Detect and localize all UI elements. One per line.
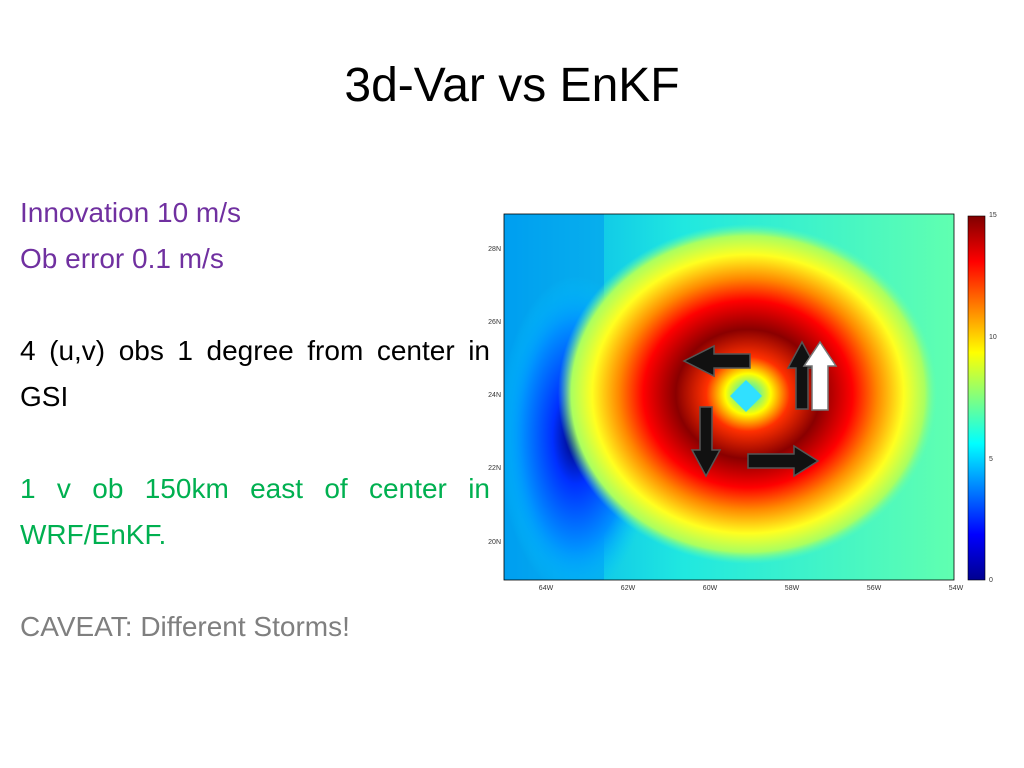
x-tick-label: 60W [703,585,718,592]
y-tick-label: 22N [488,465,501,472]
colorbar [967,215,986,581]
y-tick-label: 28N [488,246,501,253]
wind-speed-field [504,214,954,580]
gsi-arrow-east [747,444,820,478]
y-tick-label: 20N [488,539,501,546]
gsi-obs-text: 4 (u,v) obs 1 degree from center in GSI [20,335,490,412]
x-tick-label: 64W [539,585,554,592]
innovation-text: Innovation 10 m/s [20,197,242,228]
colorbar-tick-label: 0 [989,577,993,584]
y-tick-label: 26N [488,319,501,326]
gsi-arrow-south [690,406,722,478]
colorbar-tick-label: 15 [989,212,997,219]
caveat-text: CAVEAT: Different Storms! [20,611,350,642]
y-tick-label: 24N [488,392,501,399]
slide-text: Innovation 10 m/s Ob error 0.1 m/s 4 (u,… [20,190,490,650]
wind-speed-map-figure: 28N 26N 24N 22N 20N 64W 62W 60W 58W 56W 54W 15 10 5… [478,204,998,604]
gsi-arrow-west [682,344,751,378]
x-tick-label: 58W [785,585,800,592]
enkf-arrow-north [802,340,838,411]
x-tick-label: 62W [621,585,636,592]
observation-arrows [682,340,838,478]
wrf-enkf-text: 1 v ob 150km east of center in WRF/EnKF. [20,473,490,550]
x-tick-label: 54W [949,585,964,592]
x-tick-label: 56W [867,585,882,592]
colorbar-tick-label: 5 [989,456,993,463]
colorbar-tick-label: 10 [989,334,997,341]
slide-title: 3d-Var vs EnKF [344,59,680,112]
ob-error-text: Ob error 0.1 m/s [20,243,224,274]
